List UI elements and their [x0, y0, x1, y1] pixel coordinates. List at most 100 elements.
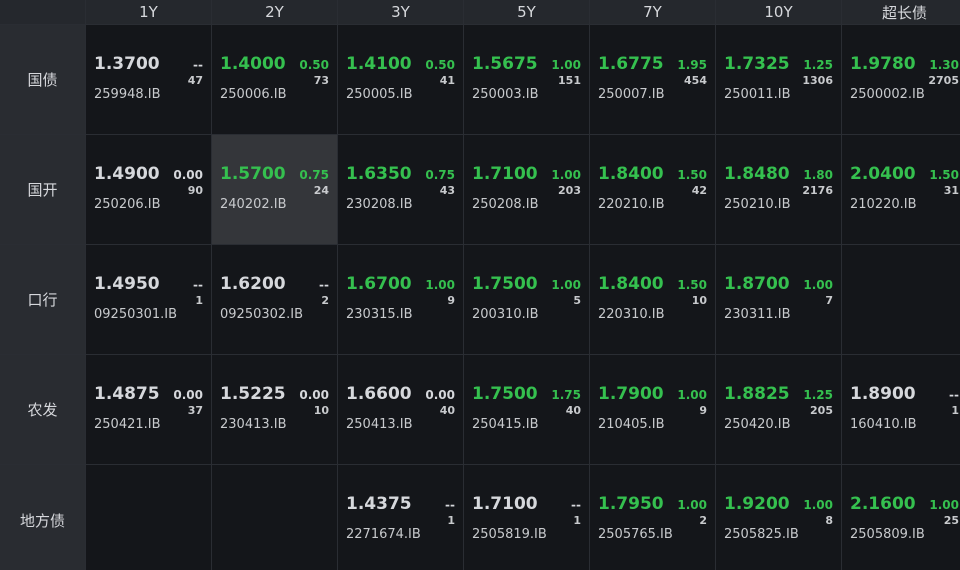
quote-change: 0.75 [299, 168, 329, 182]
quote-volume: 1 [195, 294, 203, 307]
quote-change: 1.00 [803, 498, 833, 512]
quote-volume: 2 [321, 294, 329, 307]
quote-yield: 1.7950 [598, 494, 664, 514]
quote-cell[interactable]: 1.8480 1.80 2176 250210.IB [716, 135, 841, 244]
row-label[interactable]: 农发 [0, 355, 85, 464]
bond-code: 2500002.IB [850, 87, 925, 102]
quote-cell[interactable]: 1.5700 0.75 24 240202.IB [212, 135, 337, 244]
quote-yield: 2.1600 [850, 494, 916, 514]
quote-change: -- [319, 278, 329, 292]
quote-volume: 40 [439, 404, 455, 417]
quote-cell[interactable]: 1.4000 0.50 73 250006.IB [212, 25, 337, 134]
quote-volume: 42 [691, 184, 707, 197]
column-header[interactable]: 7Y [590, 0, 715, 24]
quote-volume: 1306 [802, 74, 833, 87]
quote-volume: 40 [565, 404, 581, 417]
quote-cell[interactable]: 1.6600 0.00 40 250413.IB [338, 355, 463, 464]
quote-cell[interactable]: 1.4375 -- 1 2271674.IB [338, 465, 463, 570]
quote-volume: 5 [573, 294, 581, 307]
quote-cell[interactable]: 2.0400 1.50 31 210220.IB [842, 135, 960, 244]
quote-change: -- [193, 278, 203, 292]
bond-code: 250415.IB [472, 417, 539, 432]
quote-cell[interactable]: 1.7500 1.00 5 200310.IB [464, 245, 589, 354]
quote-cell[interactable]: 1.7100 1.00 203 250208.IB [464, 135, 589, 244]
quote-cell[interactable]: 1.4950 -- 1 09250301.IB [86, 245, 211, 354]
quote-cell[interactable]: 1.3700 -- 47 259948.IB [86, 25, 211, 134]
quote-cell[interactable]: 1.9200 1.00 8 2505825.IB [716, 465, 841, 570]
bond-code: 250208.IB [472, 197, 539, 212]
row-label[interactable]: 国开 [0, 135, 85, 244]
column-header[interactable]: 超长债 [842, 0, 960, 24]
quote-cell[interactable]: 1.6700 1.00 9 230315.IB [338, 245, 463, 354]
quote-cell[interactable]: 1.5675 1.00 151 250003.IB [464, 25, 589, 134]
quote-volume: 31 [943, 184, 959, 197]
column-header[interactable]: 10Y [716, 0, 841, 24]
bond-code: 250007.IB [598, 87, 665, 102]
quote-yield: 1.7500 [472, 274, 538, 294]
quote-cell[interactable]: 1.8700 1.00 7 230311.IB [716, 245, 841, 354]
quote-change: 1.00 [677, 388, 707, 402]
bond-code: 09250302.IB [220, 307, 304, 322]
row-label[interactable]: 国债 [0, 25, 85, 134]
quote-cell[interactable]: 1.8825 1.25 205 250420.IB [716, 355, 841, 464]
column-header[interactable]: 2Y [212, 0, 337, 24]
quote-change: 0.50 [425, 58, 455, 72]
quote-cell[interactable]: 1.4900 0.00 90 250206.IB [86, 135, 211, 244]
quote-volume: 10 [691, 294, 707, 307]
quote-cell[interactable]: 1.8900 -- 1 160410.IB [842, 355, 960, 464]
quote-change: 0.00 [425, 388, 455, 402]
quote-cell[interactable]: 1.7950 1.00 2 2505765.IB [590, 465, 715, 570]
bond-code: 250003.IB [472, 87, 539, 102]
column-header[interactable]: 3Y [338, 0, 463, 24]
quote-yield: 1.9200 [724, 494, 790, 514]
quote-cell[interactable]: 1.7100 -- 1 2505819.IB [464, 465, 589, 570]
quote-change: -- [571, 498, 581, 512]
quote-change: -- [193, 58, 203, 72]
quote-yield: 1.4100 [346, 54, 412, 74]
quote-yield: 1.4950 [94, 274, 160, 294]
quote-volume: 41 [439, 74, 455, 87]
quote-change: 0.00 [299, 388, 329, 402]
bond-code: 220210.IB [598, 197, 665, 212]
quote-cell[interactable]: 1.7900 1.00 9 210405.IB [590, 355, 715, 464]
quote-cell[interactable]: 1.9780 1.30 2705 2500002.IB [842, 25, 960, 134]
quote-change: 1.00 [803, 278, 833, 292]
quote-volume: 37 [187, 404, 203, 417]
quote-change: 1.00 [551, 58, 581, 72]
bond-code: 2271674.IB [346, 527, 421, 542]
quote-cell[interactable]: 1.5225 0.00 10 230413.IB [212, 355, 337, 464]
quote-change: 0.00 [173, 168, 203, 182]
empty-cell [212, 465, 337, 570]
quote-volume: 1 [447, 514, 455, 527]
quote-cell[interactable]: 1.4100 0.50 41 250005.IB [338, 25, 463, 134]
quote-cell[interactable]: 2.1600 1.00 25 2505809.IB [842, 465, 960, 570]
quote-cell[interactable]: 1.4875 0.00 37 250421.IB [86, 355, 211, 464]
quote-volume: 9 [699, 404, 707, 417]
quote-yield: 1.6775 [598, 54, 664, 74]
column-header[interactable]: 1Y [86, 0, 211, 24]
quote-yield: 1.8480 [724, 164, 790, 184]
quote-yield: 1.6200 [220, 274, 286, 294]
quote-yield: 1.8400 [598, 274, 664, 294]
quote-volume: 151 [558, 74, 581, 87]
quote-yield: 1.4375 [346, 494, 412, 514]
quote-cell[interactable]: 1.6350 0.75 43 230208.IB [338, 135, 463, 244]
quote-yield: 1.8825 [724, 384, 790, 404]
quote-yield: 1.4900 [94, 164, 160, 184]
quote-cell[interactable]: 1.6200 -- 2 09250302.IB [212, 245, 337, 354]
quote-cell[interactable]: 1.8400 1.50 42 220210.IB [590, 135, 715, 244]
bond-code: 230208.IB [346, 197, 413, 212]
quote-cell[interactable]: 1.6775 1.95 454 250007.IB [590, 25, 715, 134]
quote-cell[interactable]: 1.7325 1.25 1306 250011.IB [716, 25, 841, 134]
quote-yield: 1.5675 [472, 54, 538, 74]
quote-yield: 1.5225 [220, 384, 286, 404]
quote-cell[interactable]: 1.7500 1.75 40 250415.IB [464, 355, 589, 464]
quote-change: -- [949, 388, 959, 402]
quote-volume: 203 [558, 184, 581, 197]
column-header[interactable]: 5Y [464, 0, 589, 24]
quote-change: 1.50 [929, 168, 959, 182]
quote-cell[interactable]: 1.8400 1.50 10 220310.IB [590, 245, 715, 354]
row-label[interactable]: 口行 [0, 245, 85, 354]
row-label[interactable]: 地方债 [0, 465, 85, 570]
